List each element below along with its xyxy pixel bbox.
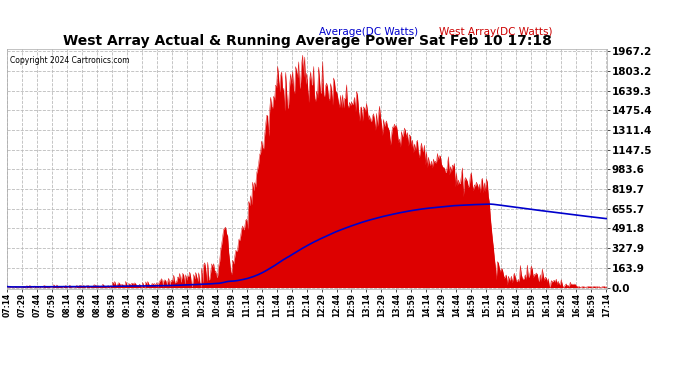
Text: Average(DC Watts): Average(DC Watts): [319, 27, 418, 37]
Text: West Array(DC Watts): West Array(DC Watts): [439, 27, 553, 37]
Title: West Array Actual & Running Average Power Sat Feb 10 17:18: West Array Actual & Running Average Powe…: [63, 34, 551, 48]
Text: Copyright 2024 Cartronics.com: Copyright 2024 Cartronics.com: [10, 56, 130, 65]
